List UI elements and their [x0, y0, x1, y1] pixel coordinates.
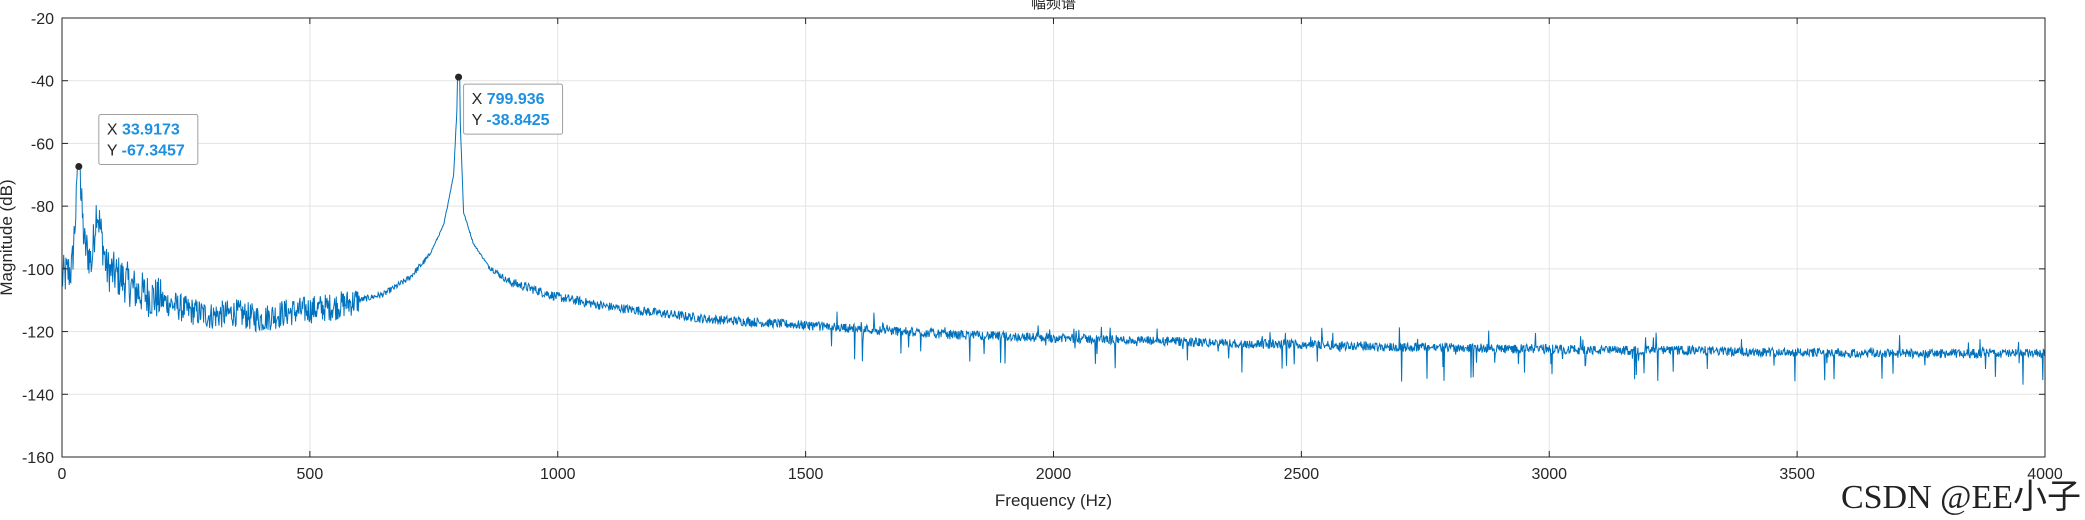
x-tick-label: 4000	[2027, 466, 2063, 483]
y-tick-label: -160	[22, 450, 54, 467]
y-tick-label: -40	[31, 74, 54, 91]
x-tick-label: 2000	[1036, 466, 1072, 483]
x-tick-label: 1000	[540, 466, 576, 483]
x-tick-label: 1500	[788, 466, 824, 483]
grid-lines	[62, 18, 2045, 457]
y-tick-label: -80	[31, 199, 54, 216]
datatip-y: Y -67.3457	[107, 142, 185, 159]
datatip-y: Y -38.8425	[472, 112, 550, 129]
y-tick-label: -60	[31, 136, 54, 153]
x-tick-label: 500	[297, 466, 324, 483]
datatip-x: X 33.9173	[107, 121, 180, 138]
series-layer	[61, 76, 2046, 385]
x-axis-title: Frequency (Hz)	[995, 491, 1112, 510]
datatip-marker[interactable]	[455, 73, 463, 81]
datatip-marker[interactable]	[75, 162, 83, 170]
datatip-box	[98, 113, 199, 165]
x-tick-label: 3000	[1531, 466, 1567, 483]
spectrum-line	[61, 76, 2046, 385]
y-axis-title: Magnitude (dB)	[0, 179, 16, 295]
y-tick-label: -100	[22, 262, 54, 279]
x-tick-label: 3500	[1779, 466, 1815, 483]
watermark: CSDN @EE小子	[1840, 479, 2081, 516]
datatip-x: X 799.936	[472, 91, 545, 108]
y-tick-label: -20	[31, 11, 54, 28]
x-tick-label: 0	[58, 466, 67, 483]
y-tick-label: -120	[22, 325, 54, 342]
chart-title: 幅频谱	[1031, 0, 1076, 12]
x-tick-label: 2500	[1284, 466, 1320, 483]
y-tick-label: -140	[22, 387, 54, 404]
datatips: X 33.9173 Y -67.3457 X 799.936 Y -38.8425	[75, 73, 564, 170]
axis-ticks: 0 500 1000 1500 2000 2500 3000 3500 4000 -160 -140…	[22, 11, 2063, 483]
datatip-box	[463, 83, 564, 135]
